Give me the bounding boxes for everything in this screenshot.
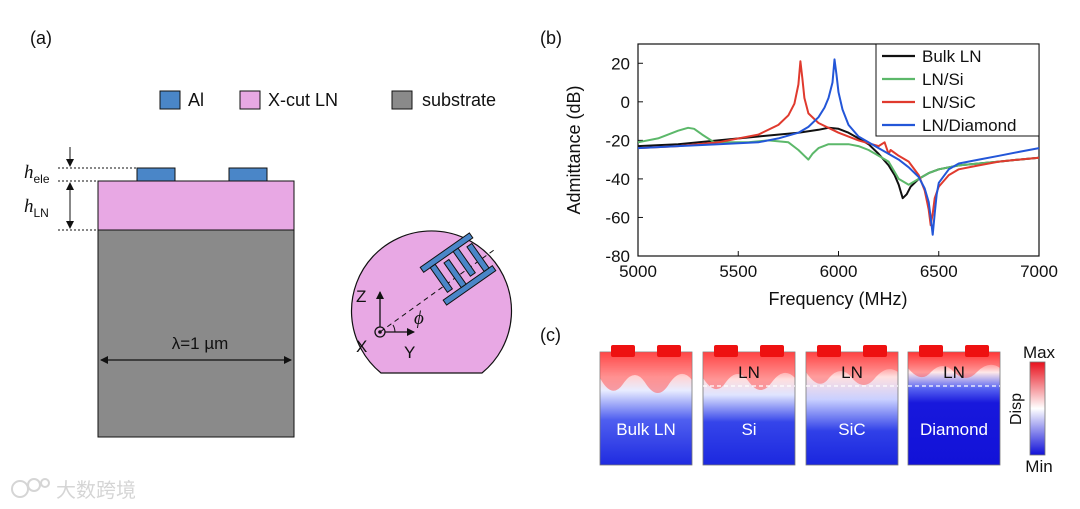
y-tick-label: -60 <box>605 208 630 227</box>
colorbar-max: Max <box>1023 343 1056 362</box>
electrode-1 <box>136 167 176 182</box>
x-tick-label: 6500 <box>920 262 958 281</box>
map-label-bulk-ln: Bulk LN <box>616 420 676 439</box>
legend-text-ln-diamond: LN/Diamond <box>922 116 1017 135</box>
ln-layer-label: LN <box>738 363 760 382</box>
h-ln-label: hLN <box>24 196 49 220</box>
admittance-chart: 5000 5500 6000 6500 7000 20 0 -20 -40 -60 -80 Fre… <box>564 43 1058 309</box>
series-line-ln-sic <box>637 60 1040 227</box>
colorbar: Max Min Disp <box>1008 343 1056 476</box>
wafer-diagram: Z X Y ϕ <box>350 230 513 374</box>
legend-text-ln-si: LN/Si <box>922 70 964 89</box>
lambda-label: λ=1 µm <box>172 334 229 353</box>
legend-a: Al X-cut LN substrate <box>159 90 496 110</box>
legend-box <box>875 43 1040 137</box>
cross-section: hele hLN λ=1 µm <box>24 147 295 438</box>
x-axis-title: Frequency (MHz) <box>768 289 907 309</box>
legend-swatch-substrate <box>391 90 413 110</box>
legend-label-substrate: substrate <box>422 90 496 110</box>
x-tick-label: 7000 <box>1020 262 1058 281</box>
y-axis-label: Y <box>404 343 415 362</box>
map-label-sic: SiC <box>838 420 865 439</box>
legend-swatch-ln <box>239 90 261 110</box>
colorbar-label: Disp <box>1008 393 1025 425</box>
h-ele-label: hele <box>24 162 50 186</box>
panel-c-label: (c) <box>540 325 561 345</box>
x-tick-label: 5000 <box>619 262 657 281</box>
chart-legend: Bulk LN LN/Si LN/SiC LN/Diamond <box>875 43 1040 137</box>
y-tick-label: -40 <box>605 170 630 189</box>
x-tick-label: 6000 <box>820 262 858 281</box>
ln-layer-label: LN <box>841 363 863 382</box>
colorbar-min: Min <box>1025 457 1052 476</box>
z-axis-label: Z <box>356 287 366 306</box>
propagation-line <box>379 249 495 333</box>
disp-map-diamond: LN Diamond <box>907 345 1001 466</box>
series-line-ln-diamond <box>637 58 1040 236</box>
watermark: 大数跨境 <box>11 478 136 502</box>
x-tick-label: 5500 <box>719 262 757 281</box>
panel-a-label: (a) <box>30 28 52 48</box>
phi-label: ϕ <box>414 308 424 329</box>
legend-label-ln: X-cut LN <box>268 90 338 110</box>
wafer <box>350 230 513 374</box>
y-axis-title: Admittance (dB) <box>564 85 584 214</box>
x-axis-label: X <box>356 337 367 356</box>
disp-map-si: LN Si <box>702 345 796 466</box>
colorbar-gradient <box>1029 361 1046 456</box>
y-tick-label: 20 <box>611 54 630 73</box>
watermark-text: 大数跨境 <box>56 479 136 502</box>
panel-b-label: (b) <box>540 28 562 48</box>
electrode-2 <box>228 167 268 182</box>
legend-label-al: Al <box>188 90 204 110</box>
disp-map-bulk-ln: Bulk LN <box>599 345 693 466</box>
legend-text-ln-sic: LN/SiC <box>922 93 976 112</box>
idt-electrode <box>419 232 497 306</box>
legend-text-bulk-ln: Bulk LN <box>922 47 982 66</box>
disp-map-sic: LN SiC <box>805 345 899 466</box>
y-tick-label: -20 <box>605 131 630 150</box>
y-tick-label: -80 <box>605 247 630 266</box>
y-tick-label: 0 <box>621 93 630 112</box>
ln-layer <box>97 180 295 231</box>
substrate-layer <box>97 229 295 438</box>
series-line-ln-si <box>637 126 1040 186</box>
legend-swatch-al <box>159 90 181 110</box>
watermark-logo-icon <box>11 480 29 498</box>
map-label-diamond: Diamond <box>920 420 988 439</box>
map-label-si: Si <box>741 420 756 439</box>
angle-arc <box>392 324 396 333</box>
ln-layer-label: LN <box>943 363 965 382</box>
